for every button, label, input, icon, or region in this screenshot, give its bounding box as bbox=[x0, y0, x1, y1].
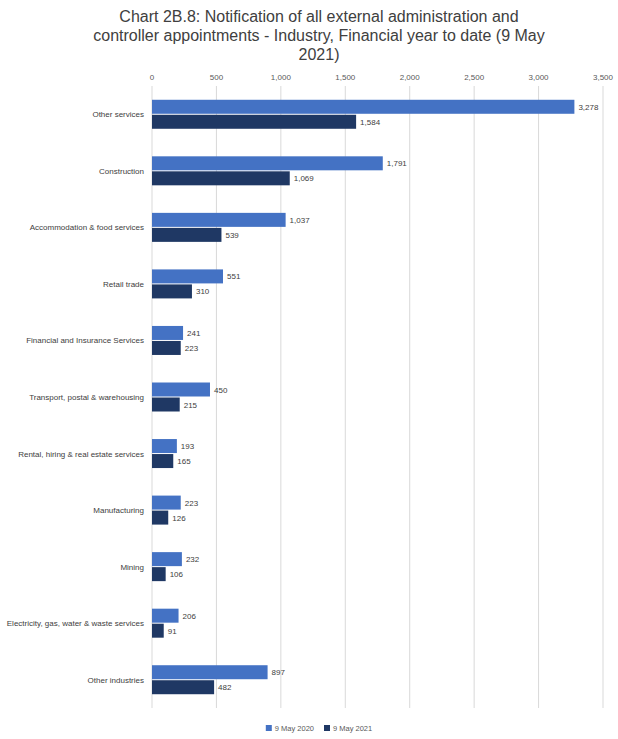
category-label: Other services bbox=[92, 110, 144, 119]
data-label: 223 bbox=[185, 344, 199, 353]
bar bbox=[152, 171, 290, 185]
bar bbox=[152, 341, 181, 355]
data-label: 1,037 bbox=[290, 216, 311, 225]
bar bbox=[152, 156, 383, 170]
bar bbox=[152, 680, 214, 694]
grid-line bbox=[474, 86, 475, 708]
legend-label: 9 May 2020 bbox=[275, 724, 314, 733]
grid-line bbox=[603, 86, 604, 708]
data-label: 232 bbox=[186, 555, 200, 564]
bar bbox=[152, 326, 183, 340]
category-label: Other industries bbox=[88, 676, 144, 685]
tick-label: 2,000 bbox=[400, 73, 421, 82]
bar bbox=[152, 228, 221, 242]
data-label: 1,584 bbox=[360, 118, 381, 127]
data-label: 223 bbox=[185, 499, 199, 508]
bar bbox=[152, 511, 168, 525]
data-label: 206 bbox=[183, 612, 197, 621]
bar bbox=[152, 269, 223, 283]
legend: 9 May 2020 9 May 2021 bbox=[266, 724, 372, 733]
category-label: Rental, hiring & real estate services bbox=[18, 450, 144, 459]
data-label: 91 bbox=[168, 627, 177, 636]
grid-line bbox=[345, 86, 346, 708]
bar bbox=[152, 439, 177, 453]
bar bbox=[152, 567, 166, 581]
data-label: 106 bbox=[170, 570, 184, 579]
data-label: 450 bbox=[214, 386, 228, 395]
bar bbox=[152, 454, 173, 468]
tick-label: 1,500 bbox=[335, 73, 356, 82]
tick-label: 3,500 bbox=[593, 73, 614, 82]
data-label: 551 bbox=[227, 272, 241, 281]
data-label: 1,791 bbox=[387, 159, 408, 168]
category-label: Manufacturing bbox=[93, 506, 144, 515]
data-label: 1,069 bbox=[294, 174, 315, 183]
data-label: 126 bbox=[172, 514, 186, 523]
legend-label: 9 May 2021 bbox=[333, 724, 372, 733]
category-label: Retail trade bbox=[103, 280, 144, 289]
data-label: 193 bbox=[181, 442, 195, 451]
bar bbox=[152, 398, 180, 412]
data-label: 215 bbox=[184, 401, 198, 410]
category-label: Construction bbox=[99, 167, 144, 176]
grid-line bbox=[409, 86, 410, 708]
category-label: Transport, postal & warehousing bbox=[29, 393, 144, 402]
data-label: 241 bbox=[187, 329, 201, 338]
bar bbox=[152, 100, 574, 114]
tick-label: 0 bbox=[150, 73, 155, 82]
category-label: Financial and Insurance Services bbox=[26, 336, 144, 345]
data-label: 310 bbox=[196, 287, 210, 296]
bar bbox=[152, 383, 210, 397]
bar bbox=[152, 609, 179, 623]
legend-swatch bbox=[266, 725, 272, 731]
bar bbox=[152, 496, 181, 510]
data-label: 165 bbox=[177, 457, 191, 466]
bar bbox=[152, 213, 286, 227]
chart: Chart 2B.8: Notification of all external… bbox=[0, 0, 618, 739]
bar bbox=[152, 552, 182, 566]
bar bbox=[152, 665, 268, 679]
tick-label: 3,000 bbox=[529, 73, 550, 82]
tick-label: 2,500 bbox=[464, 73, 485, 82]
bar bbox=[152, 624, 164, 638]
title: Chart 2B.8: Notification of all external… bbox=[93, 8, 544, 63]
bar bbox=[152, 115, 356, 129]
legend-swatch bbox=[324, 725, 330, 731]
category-label: Accommodation & food services bbox=[30, 223, 144, 232]
bar bbox=[152, 284, 192, 298]
data-label: 539 bbox=[225, 231, 239, 240]
grid-line bbox=[538, 86, 539, 708]
category-label: Mining bbox=[120, 563, 144, 572]
data-label: 3,278 bbox=[578, 103, 599, 112]
category-label: Electricity, gas, water & waste services bbox=[7, 619, 144, 628]
tick-label: 500 bbox=[210, 73, 224, 82]
data-label: 897 bbox=[272, 668, 286, 677]
data-label: 482 bbox=[218, 683, 232, 692]
bars bbox=[152, 100, 574, 694]
tick-label: 1,000 bbox=[271, 73, 292, 82]
